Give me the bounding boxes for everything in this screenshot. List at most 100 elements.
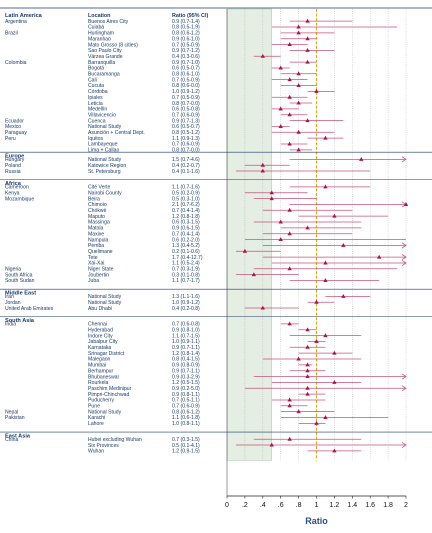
x-axis-title: Ratio (305, 516, 328, 526)
country-label: China (5, 437, 18, 443)
ratio-label: 0.8 (0.7-0.0) (172, 101, 200, 107)
ratio-label: 1.0 (0.9-1.2) (172, 300, 200, 306)
ratio-label: 0.7 (0.3-1.5) (172, 437, 200, 443)
estimate-marker (296, 30, 301, 35)
estimate-marker (242, 248, 248, 253)
ratio-label: 0.9 (0.8-0.9) (172, 363, 200, 369)
estimate-marker (332, 380, 337, 384)
location-label: Maranhao (88, 36, 111, 42)
estimate-marker (251, 272, 257, 277)
ratio-label: 0.2 (0.1-0.6) (172, 249, 200, 255)
x-tick-label: .6 (278, 502, 284, 509)
ratio-label: 0.9 (0.7-1.1) (172, 368, 200, 374)
ci-arrow (401, 254, 407, 261)
estimate-marker (296, 83, 301, 87)
ratio-label: 1.2 (0.9-1.5) (172, 449, 200, 455)
estimate-marker (287, 77, 292, 82)
estimate-marker (305, 362, 310, 367)
location-label: Jabalpur City (88, 339, 118, 345)
estimate-marker (278, 237, 283, 242)
location-label: Joubertin (88, 272, 109, 278)
ratio-label: 1.1 (0.7-1.7) (172, 278, 200, 284)
estimate-marker (287, 403, 292, 408)
ratio-label: 0.6 (0.5-0.7) (172, 66, 200, 72)
ratio-label: 0.4 (0.2-0.8) (172, 306, 200, 312)
estimate-marker (260, 162, 265, 167)
ci-arrow (401, 373, 407, 380)
location-label: Lahore (88, 421, 104, 427)
location-label: Mato Grosso (8 cities) (88, 42, 138, 48)
estimate-marker (305, 118, 310, 123)
country-label: Hungary (5, 157, 25, 163)
estimate-marker (287, 266, 292, 271)
location-label: Chennai (88, 322, 107, 328)
estimate-marker (287, 141, 292, 146)
location-label: Massinga (88, 220, 110, 226)
country-label: Jordan (5, 300, 21, 306)
ratio-label: 0.9 (0.8-1.0) (172, 327, 200, 333)
location-label: Villavicencio (88, 112, 116, 118)
country-label: India (5, 322, 16, 328)
ratio-label: 0.5 (0.3-1.0) (172, 196, 200, 202)
ratio-label: 0.8 (0.6-1.2) (172, 409, 200, 415)
estimate-marker (287, 112, 292, 117)
location-label: Quelimane (88, 249, 113, 255)
location-label: National Study (88, 157, 122, 163)
country-label: Mexico (5, 124, 21, 130)
location-label: Six Provinces (88, 443, 119, 449)
location-label: National Study (88, 294, 122, 300)
ratio-label: 1.1 (0.7-1.5) (172, 333, 200, 339)
x-tick-label: .4 (260, 502, 266, 509)
ratio-label: 0.9 (0.7-1.2) (172, 48, 200, 54)
ratio-label: 0.5 (0.1-4.1) (172, 443, 200, 449)
location-label: Hubei excluding Wuhan (88, 437, 142, 443)
estimate-marker (314, 339, 319, 343)
ratio-label: 0.9 (0.6-1.0) (172, 36, 200, 42)
estimate-marker (305, 391, 310, 396)
ratio-label: 0.9 (0.7-1.3) (172, 118, 200, 124)
location-label: Matola (88, 226, 103, 232)
ratio-label: 0.7 (0.5-0.9) (172, 95, 200, 101)
estimate-marker (305, 59, 310, 64)
location-label: Iquitos (88, 136, 103, 142)
ratio-label: 1.5 (0.7-4.6) (172, 157, 200, 163)
location-label: Maputo (88, 214, 105, 220)
location-label: Wuhan (88, 449, 104, 455)
ratio-label: 1.7 (0.4-12.7) (172, 255, 203, 261)
region-label: Africa (5, 181, 22, 187)
location-label: Buenos Aires City (88, 19, 129, 25)
ratio-label: 0.6 (0.5-0.8) (172, 107, 200, 113)
ratio-label: 0.4 (0.3-0.6) (172, 54, 200, 60)
country-label: Paraguay (5, 130, 27, 136)
location-label: Cali (88, 77, 97, 83)
ratio-label: 0.6 (0.2-2.0) (172, 237, 200, 243)
ratio-label: 0.9 (0.3-2.9) (172, 374, 200, 380)
ratio-label: 1.0 (0.9-1.2) (172, 89, 200, 95)
location-label: Cucuta (88, 83, 104, 89)
location-label: Beira (88, 196, 100, 202)
ci-arrow (401, 242, 407, 249)
estimate-marker (323, 260, 328, 265)
location-label: Cuenca (88, 118, 106, 124)
estimate-marker (278, 219, 283, 224)
region-label: Europe (5, 154, 24, 160)
country-label: Poland (5, 163, 21, 169)
location-label: Hurlingham (88, 31, 114, 37)
estimate-marker (323, 135, 328, 140)
location-label: Pimpri-Chinchwad (88, 392, 129, 398)
location-label: Mumbai (88, 363, 106, 369)
location-label: Maxixe (88, 231, 104, 237)
estimate-marker (260, 168, 265, 173)
estimate-marker (323, 184, 328, 189)
ratio-label: 0.9 (0.8-1.1) (172, 392, 200, 398)
ratio-label: 0.6 (0.3-1.5) (172, 220, 200, 226)
estimate-marker (305, 48, 310, 52)
ratio-label: 0.3 (0.1-0.8) (172, 272, 200, 278)
location-label: Chókwè (88, 208, 107, 214)
estimate-marker (341, 243, 346, 247)
location-label: Bhubaneswar (88, 374, 119, 380)
estimate-marker (323, 415, 328, 419)
ratio-label: 1.3 (1.1-1.6) (172, 294, 200, 300)
country-label: South Sudan (5, 278, 35, 284)
ratio-label: 0.9 (0.7-1.4) (172, 19, 200, 25)
